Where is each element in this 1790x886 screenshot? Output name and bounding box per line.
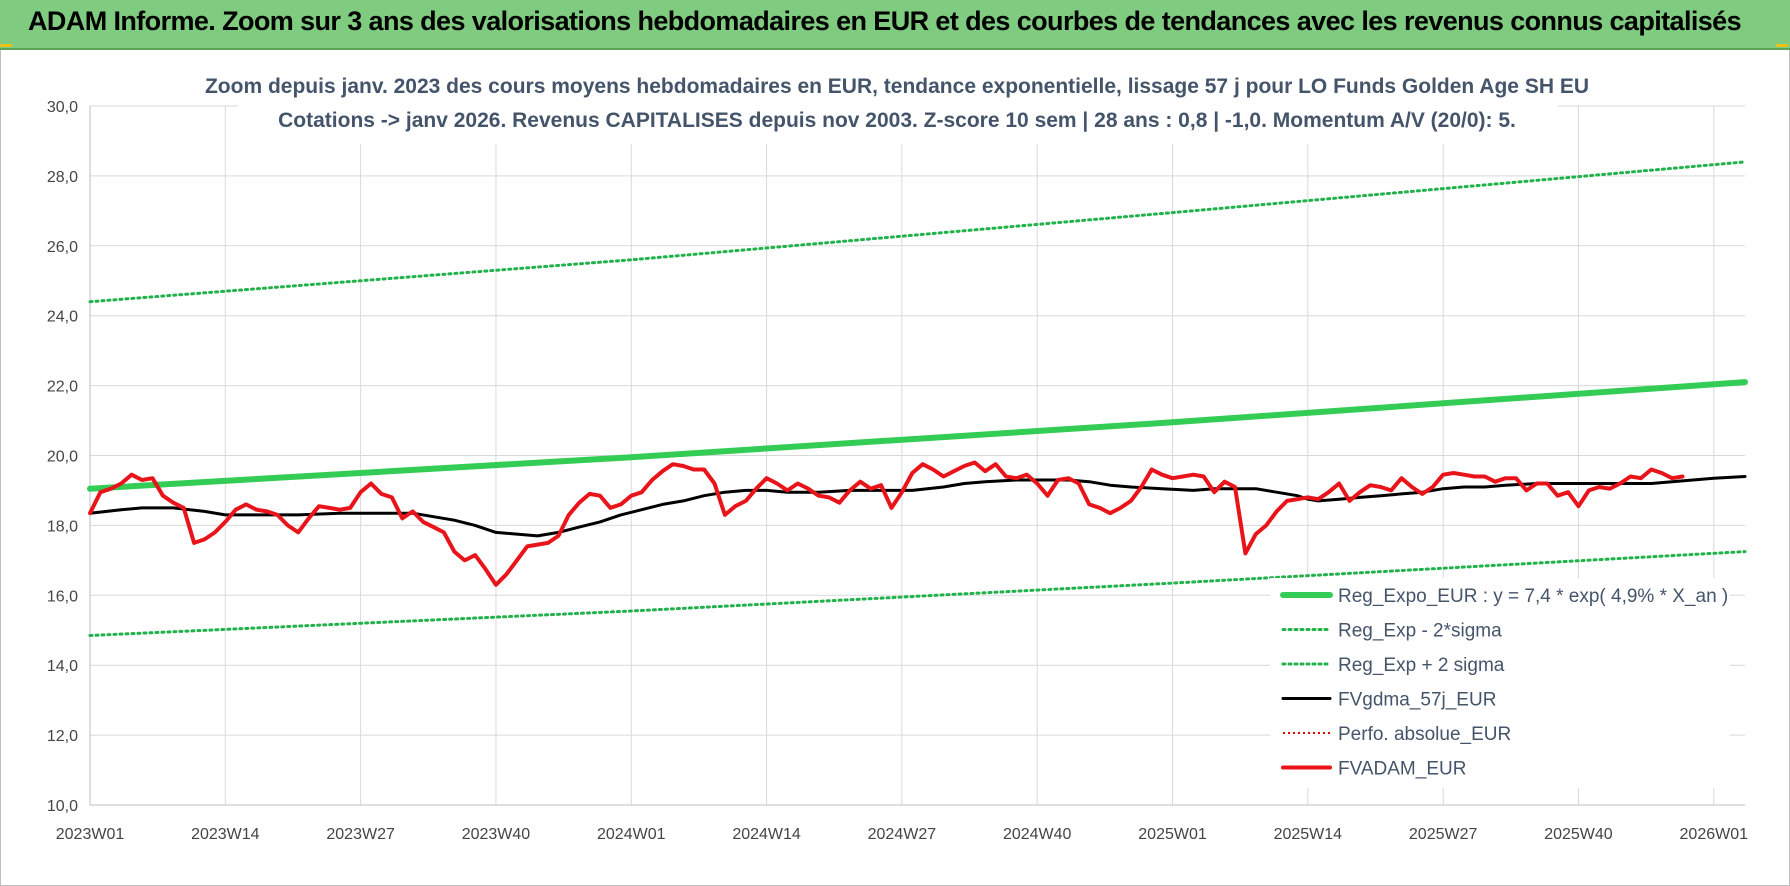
series-line-fvadam [88,460,1685,587]
x-tick-label: 2023W14 [191,826,260,843]
report-banner: ADAM Informe. Zoom sur 3 ans des valoris… [0,0,1790,50]
legend-entry: Perfo. absolue_EUR [1338,724,1511,745]
x-tick-label: 2026W01 [1680,826,1749,843]
series-line-fvgdma [88,475,1747,538]
chart-title-line-2: Cotations -> janv 2026. Revenus CAPITALI… [278,109,1516,132]
x-tick-label: 2025W40 [1544,826,1613,843]
y-axis: 10,0 12,0 14,0 16,0 18,0 20,0 22,0 24,0 26,0 28,0… [47,99,91,815]
chart-title-box: Zoom depuis janv. 2023 des cours moyens … [205,68,1589,144]
y-tick-label: 28,0 [47,169,78,186]
legend-entry: FVADAM_EUR [1338,759,1466,780]
chart-title-line-1: Zoom depuis janv. 2023 des cours moyens … [205,75,1589,98]
series-line-reg-upper [88,160,1747,304]
y-tick-label: 16,0 [47,588,78,605]
x-tick-label: 2025W14 [1274,826,1343,843]
x-tick-label: 2023W01 [56,826,125,843]
series-line-reg-expo [87,379,1748,492]
corner-marker [0,44,12,47]
legend-entry: Reg_Expo_EUR : y = 7,4 * exp( 4,9% * X_a… [1338,586,1728,607]
y-tick-label: 10,0 [47,798,78,815]
x-tick-label: 2025W01 [1138,826,1207,843]
series-line-reg-lower [88,550,1747,637]
y-tick-label: 20,0 [47,449,78,466]
y-tick-label: 30,0 [47,99,78,116]
y-tick-label: 12,0 [47,728,78,745]
y-tick-label: 22,0 [47,379,78,396]
x-axis: 2023W01 2023W14 2023W27 2023W40 2024W01 2024W… [56,804,1749,843]
y-tick-label: 14,0 [47,658,78,675]
x-tick-label: 2024W27 [868,826,937,843]
legend-entry: FVgdma_57j_EUR [1338,690,1496,711]
y-tick-label: 18,0 [47,518,78,535]
chart-series [87,160,1748,637]
x-tick-label: 2024W01 [597,826,666,843]
legend-background [1270,578,1730,788]
x-tick-label: 2023W27 [326,826,395,843]
x-tick-label: 2025W27 [1409,826,1478,843]
legend-entry: Reg_Exp + 2 sigma [1338,655,1505,676]
legend-entry: Reg_Exp - 2*sigma [1338,621,1502,642]
report-title: ADAM Informe. Zoom sur 3 ans des valoris… [28,6,1742,36]
chart-legend: Reg_Expo_EUR : y = 7,4 * exp( 4,9% * X_a… [1270,578,1730,788]
x-tick-label: 2023W40 [462,826,531,843]
x-tick-label: 2024W40 [1003,826,1072,843]
x-tick-label: 2024W14 [732,826,801,843]
y-tick-label: 26,0 [47,239,78,256]
y-tick-label: 24,0 [47,309,78,326]
corner-marker [1776,44,1788,47]
